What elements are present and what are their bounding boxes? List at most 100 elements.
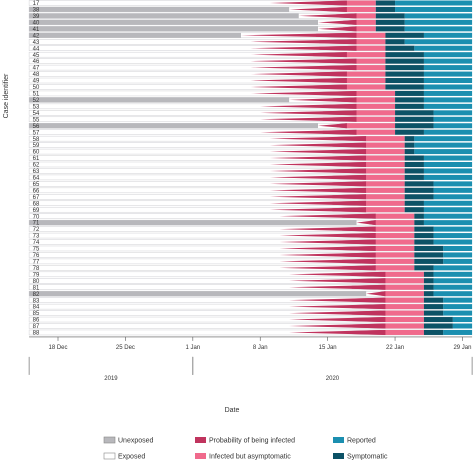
reported-bar [433,123,473,129]
case-id-label: 50 [33,85,40,91]
symptomatic-bar [414,258,444,264]
asymptomatic-bar [356,90,396,96]
asymptomatic-bar [346,71,386,77]
probability-wedge-edge [351,317,386,323]
case-id-label: 67 [33,195,40,201]
asymptomatic-bar [375,213,415,219]
case-id-label: 72 [33,227,40,233]
probability-wedge-edge [342,233,376,239]
case-id-label: 49 [33,79,40,85]
legend-item-unexposed: Unexposed [103,436,154,445]
probability-wedge-edge [343,19,357,25]
case-id-label: 62 [33,163,40,169]
probability-wedge-edge [342,245,376,251]
asymptomatic-bar [346,0,376,6]
legend-item-reported: Reported [333,437,376,445]
symptomatic-bar [395,97,424,103]
symptomatic-bar [404,187,434,193]
asymptomatic-bar [385,291,424,297]
probability-wedge-edge [351,297,386,303]
reported-bar [433,239,473,245]
case-id-label: 87 [33,324,40,330]
probability-wedge-edge [336,13,357,19]
case-row-54 [28,110,473,116]
case-row-39 [28,13,473,19]
case-id-label: 51 [33,92,40,98]
case-row-63 [28,168,473,174]
symptomatic-bar [385,71,424,77]
unexposed-bar [29,291,367,297]
symptomatic-bar [404,162,424,167]
symptomatic-bar [385,65,424,71]
case-id-label: 75 [33,247,40,253]
symptomatic-bar [404,194,434,200]
reported-bar [414,149,473,155]
case-row-87 [28,323,473,329]
symptomatic-bar [385,45,415,51]
case-row-47 [28,64,473,71]
probability-wedge-edge [351,304,386,310]
reported-bar [404,26,473,32]
case-row-72 [28,226,473,232]
probability-wedge-edge [332,155,367,161]
reported-bar [443,297,473,303]
legend-item-asymptomatic: Infected but asymptomatic [195,453,291,461]
legend-label: Symptomatic [347,454,388,461]
reported-bar [452,317,473,323]
reported-bar [414,136,473,142]
case-id-label: 71 [33,221,40,227]
asymptomatic-bar [356,129,396,135]
case-row-46 [28,58,473,64]
symptomatic-bar [385,32,424,38]
probability-wedge-edge [342,265,376,271]
symptomatic-bar [414,226,434,232]
unexposed-bar [29,6,290,12]
probability-wedge-edge [332,174,367,180]
case-row-69 [28,206,473,213]
unexposed-bar [29,123,319,129]
symptomatic-bar [375,0,396,6]
x-tick-label: 1 Jan [185,345,200,351]
symptomatic-bar [423,323,453,329]
symptomatic-bar [375,13,405,19]
symptomatic-bar [423,329,444,335]
asymptomatic-bar [346,6,376,12]
reported-bar [433,271,473,277]
legend-swatch [333,453,344,459]
probability-wedge-edge [332,168,367,174]
probability-wedge-edge [342,252,376,258]
reported-bar [423,71,473,77]
probability-wedge-edge [319,0,347,6]
case-id-label: 41 [33,27,40,33]
case-row-43 [28,39,473,45]
probability-wedge-edge [332,187,367,193]
probability-wedge-edge [322,110,357,116]
case-row-76 [28,252,473,258]
case-id-label: 78 [33,266,40,272]
reported-bar [423,84,473,90]
legend-item-probability: Probability of being infected [195,437,295,445]
reported-bar [423,90,473,96]
symptomatic-bar [385,52,424,58]
case-row-57 [28,129,473,135]
legend-item-symptomatic: Symptomatic [333,453,388,461]
case-row-77 [28,258,473,265]
case-id-label: 77 [33,260,40,266]
symptomatic-bar [375,26,405,32]
case-id-label: 59 [33,143,40,149]
asymptomatic-bar [385,304,424,310]
case-id-label: 60 [33,150,40,156]
reported-bar [423,168,473,174]
symptomatic-bar [404,155,424,161]
case-id-label: 64 [33,176,40,182]
case-row-71 [28,219,473,226]
probability-wedge-edge [342,239,376,245]
asymptomatic-bar [366,207,405,213]
asymptomatic-bar [375,239,415,245]
asymptomatic-bar [385,297,424,303]
reported-bar [423,32,473,38]
case-id-label: 55 [33,117,40,123]
probability-wedge-edge [319,90,357,96]
case-id-label: 45 [33,53,40,59]
